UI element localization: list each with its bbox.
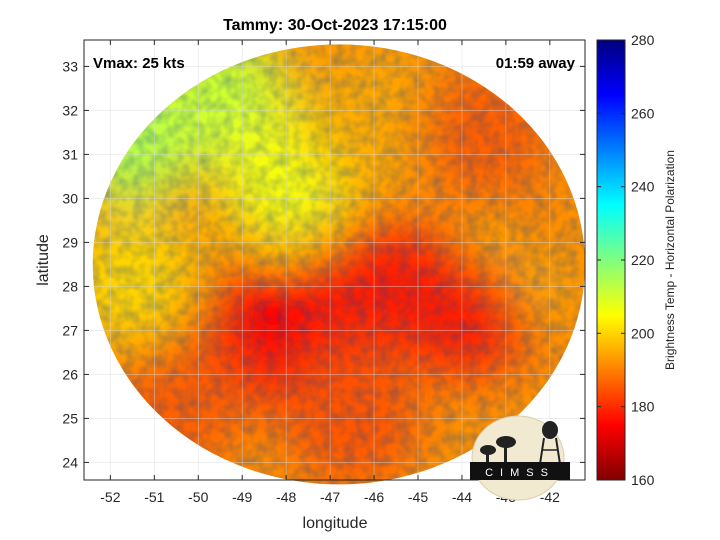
y-tick-label: 28	[62, 278, 78, 294]
colorbar-tick-label: 160	[631, 472, 655, 488]
y-tick-label: 25	[62, 410, 78, 426]
x-tick-label: -42	[540, 489, 560, 505]
y-axis-ticks: 24 25 26 27 28 29 30 31 32 33	[62, 58, 585, 470]
y-tick-label: 29	[62, 234, 78, 250]
time-away-annotation: 01:59 away	[496, 55, 576, 72]
y-tick-label: 31	[62, 146, 78, 162]
x-tick-label: -52	[100, 489, 120, 505]
y-axis-label: latitude	[35, 234, 52, 286]
cimss-logo: CIMSS	[470, 415, 570, 501]
x-tick-label: -50	[188, 489, 208, 505]
colorbar-tick-label: 200	[631, 325, 655, 341]
chart-title: Tammy: 30-Oct-2023 17:15:00	[223, 17, 447, 34]
colorbar-tick-label: 280	[631, 32, 655, 48]
x-tick-label: -46	[364, 489, 384, 505]
colorbar-tick-label: 240	[631, 179, 655, 195]
y-tick-label: 30	[62, 190, 78, 206]
colorbar-tick-label: 220	[631, 252, 655, 268]
x-tick-label: -49	[232, 489, 252, 505]
axes-frame	[83, 39, 586, 481]
water-tower-icon	[539, 421, 561, 465]
colorbar-tick-label: 260	[631, 105, 655, 121]
x-tick-label: -48	[276, 489, 296, 505]
y-tick-label: 26	[62, 366, 78, 382]
x-tick-label: -51	[144, 489, 164, 505]
y-tick-label: 27	[62, 322, 78, 338]
y-tick-label: 24	[62, 454, 78, 470]
x-axis-label: longitude	[303, 515, 368, 532]
texture-overlay	[92, 44, 585, 485]
vmax-annotation: Vmax: 25 kts	[93, 55, 185, 72]
x-tick-label: -45	[408, 489, 428, 505]
x-tick-label: -47	[320, 489, 340, 505]
x-axis-ticks: -52-51-50-49-48-47-46-45-44-43-42	[100, 40, 560, 505]
cimss-logo-text: CIMSS	[485, 467, 555, 479]
y-tick-label: 33	[62, 58, 78, 74]
y-tick-label: 32	[62, 102, 78, 118]
colorbar-tick-label: 180	[631, 399, 655, 415]
colorbar: 160 180 200 220 240 260 280	[596, 32, 655, 488]
x-tick-label: -44	[452, 489, 472, 505]
colorbar-gradient	[596, 39, 626, 481]
colorbar-label: Brightness Temp - Horizontal Polarizatio…	[663, 150, 677, 370]
satellite-dish-icon	[480, 436, 516, 465]
